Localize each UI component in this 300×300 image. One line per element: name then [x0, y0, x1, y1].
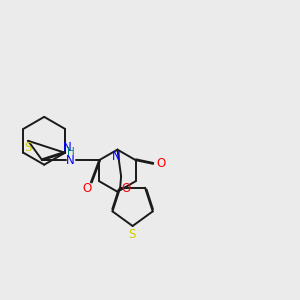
- Text: O: O: [156, 157, 166, 170]
- Text: S: S: [128, 228, 135, 241]
- Text: O: O: [82, 182, 92, 195]
- Text: S: S: [24, 141, 32, 154]
- Text: N: N: [66, 154, 75, 167]
- Text: N: N: [112, 150, 121, 163]
- Text: N: N: [63, 141, 72, 154]
- Text: O: O: [121, 182, 130, 195]
- Text: H: H: [67, 147, 74, 157]
